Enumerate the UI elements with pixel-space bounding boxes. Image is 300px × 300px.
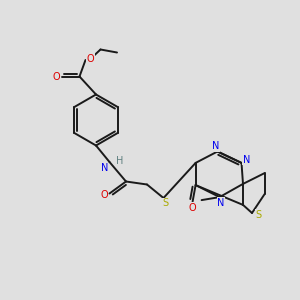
Text: N: N bbox=[212, 141, 220, 152]
Text: N: N bbox=[243, 155, 250, 165]
Text: N: N bbox=[218, 197, 225, 208]
Text: S: S bbox=[256, 209, 262, 220]
Text: O: O bbox=[100, 190, 108, 200]
Text: O: O bbox=[87, 53, 94, 64]
Text: O: O bbox=[52, 71, 60, 82]
Text: S: S bbox=[162, 198, 168, 208]
Text: H: H bbox=[116, 155, 124, 166]
Text: N: N bbox=[100, 164, 108, 173]
Text: O: O bbox=[189, 202, 196, 213]
